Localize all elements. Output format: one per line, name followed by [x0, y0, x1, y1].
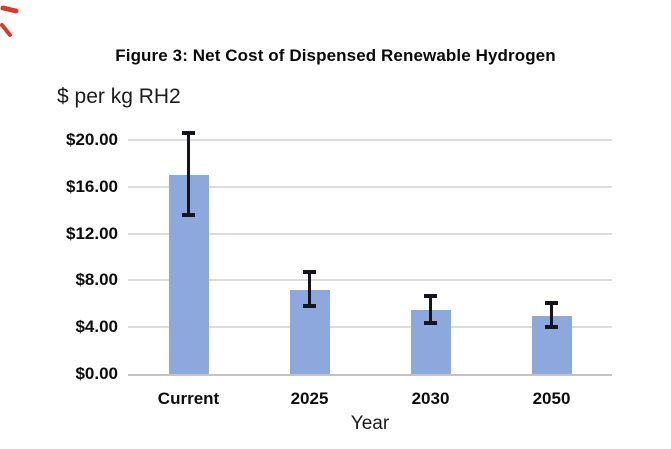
x-tick-label: 2030 [411, 389, 450, 408]
error-bar-cap [303, 270, 316, 275]
y-tick-label: $4.00 [75, 317, 118, 337]
chart-title: Figure 3: Net Cost of Dispensed Renewabl… [115, 46, 556, 65]
error-bar-line [308, 272, 311, 307]
x-axis-title: Year [350, 413, 390, 434]
error-bar-line [429, 295, 432, 323]
error-bar-cap [182, 130, 195, 135]
y-tick-label: $20.00 [66, 130, 118, 149]
y-axis-title: $ per kg RH2 [57, 85, 181, 108]
gridline [128, 326, 612, 329]
gridline [128, 232, 612, 235]
y-tick-label: $12.00 [66, 223, 118, 243]
error-bar-cap [182, 212, 195, 217]
error-bar-cap [303, 304, 316, 309]
x-tick-label: 2050 [532, 389, 571, 408]
red-scribble-mark [0, 5, 19, 37]
error-bar-cap [545, 300, 558, 305]
x-tick-label: Current [157, 389, 220, 408]
plot-area [128, 130, 612, 376]
error-bar-line [550, 302, 553, 328]
y-tick-label: $8.00 [75, 270, 118, 290]
gridline [128, 279, 612, 282]
error-bar-cap [424, 320, 437, 325]
error-bar-cap [545, 325, 558, 330]
y-tick-label: $0.00 [75, 364, 118, 383]
gridline [128, 185, 612, 188]
x-tick-label: 2025 [290, 389, 329, 408]
error-bar-line [187, 132, 190, 215]
gridline [128, 139, 612, 141]
y-tick-label: $16.00 [66, 176, 118, 196]
error-bar-cap [424, 293, 437, 298]
